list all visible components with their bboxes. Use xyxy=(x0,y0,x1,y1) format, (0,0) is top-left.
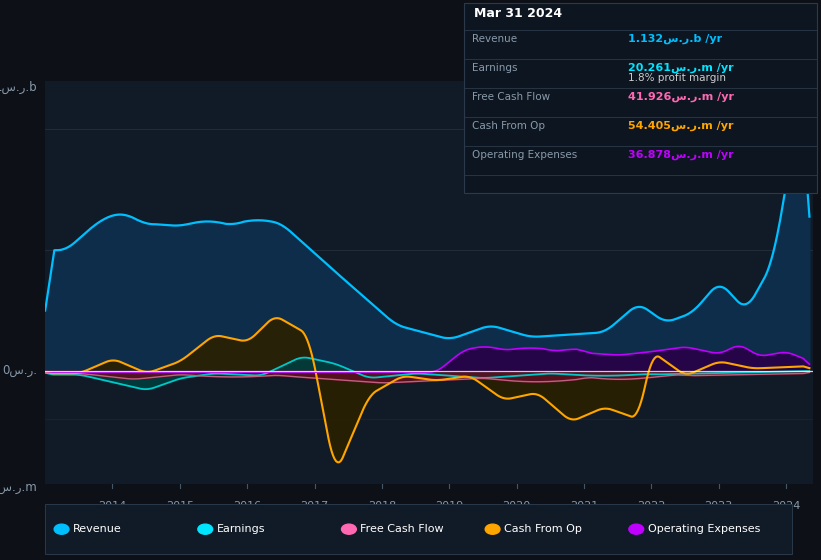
Text: 1س.ر.b: 1س.ر.b xyxy=(0,81,38,94)
Text: 2024: 2024 xyxy=(772,501,800,511)
Text: 2017: 2017 xyxy=(300,501,328,511)
Text: 2016: 2016 xyxy=(233,501,261,511)
Text: 2019: 2019 xyxy=(435,501,463,511)
Text: 2022: 2022 xyxy=(637,501,665,511)
Text: 1.132س.ر.b /yr: 1.132س.ر.b /yr xyxy=(628,34,722,44)
Text: Revenue: Revenue xyxy=(73,524,122,534)
Text: 2020: 2020 xyxy=(502,501,530,511)
Text: Operating Expenses: Operating Expenses xyxy=(648,524,760,534)
Text: 0س.ر.: 0س.ر. xyxy=(2,365,38,377)
Text: Free Cash Flow: Free Cash Flow xyxy=(472,92,550,102)
Text: 36.878س.ر.m /yr: 36.878س.ر.m /yr xyxy=(628,150,734,160)
Text: Revenue: Revenue xyxy=(472,34,517,44)
Text: 2023: 2023 xyxy=(704,501,732,511)
Text: Mar 31 2024: Mar 31 2024 xyxy=(474,7,562,20)
Text: 2018: 2018 xyxy=(368,501,396,511)
Text: 20.261س.ر.m /yr: 20.261س.ر.m /yr xyxy=(628,63,734,73)
Text: 2021: 2021 xyxy=(570,501,598,511)
Text: 41.926س.ر.m /yr: 41.926س.ر.m /yr xyxy=(628,92,734,102)
Text: 54.405س.ر.m /yr: 54.405س.ر.m /yr xyxy=(628,121,734,131)
Text: Free Cash Flow: Free Cash Flow xyxy=(360,524,444,534)
Text: Cash From Op: Cash From Op xyxy=(504,524,582,534)
Text: Cash From Op: Cash From Op xyxy=(472,121,545,131)
Text: Earnings: Earnings xyxy=(217,524,265,534)
Text: Operating Expenses: Operating Expenses xyxy=(472,150,577,160)
Text: 1.8% profit margin: 1.8% profit margin xyxy=(628,73,726,83)
Text: 2015: 2015 xyxy=(166,501,194,511)
Text: Earnings: Earnings xyxy=(472,63,517,73)
Text: 2014: 2014 xyxy=(99,501,126,511)
Text: -400س.ر.m: -400س.ر.m xyxy=(0,481,38,494)
